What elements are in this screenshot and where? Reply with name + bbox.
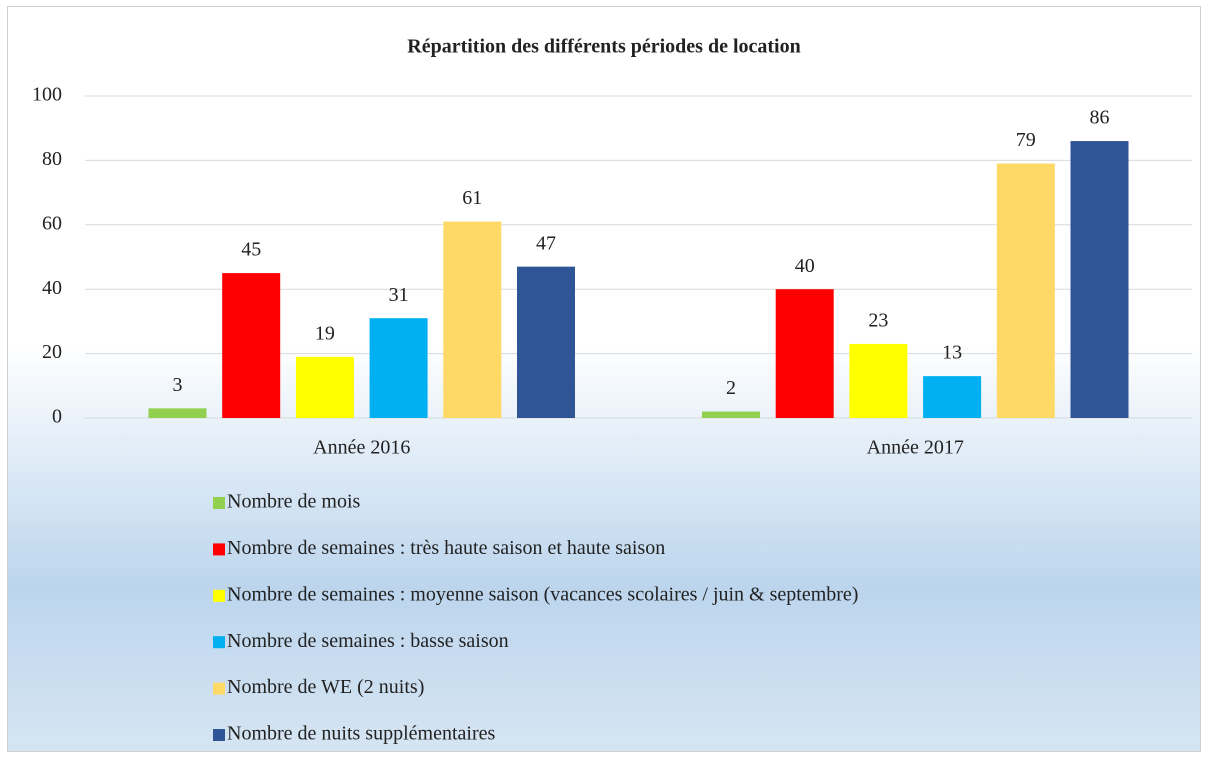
x-tick-label: Année 2017 xyxy=(867,437,964,459)
legend-label: Nombre de semaines : basse saison xyxy=(227,630,509,652)
y-tick-label: 60 xyxy=(42,212,62,234)
y-tick-label: 40 xyxy=(42,277,62,299)
legend-label: Nombre de WE (2 nuits) xyxy=(227,676,424,698)
data-label: 2 xyxy=(726,377,736,399)
legend-swatch xyxy=(213,497,225,509)
bar xyxy=(1070,141,1129,418)
bar xyxy=(775,289,834,418)
legend-label: Nombre de mois xyxy=(227,491,361,513)
y-tick-label: 100 xyxy=(32,84,62,106)
legend-swatch xyxy=(213,682,225,695)
bar xyxy=(702,411,760,418)
legend-swatch xyxy=(213,636,225,649)
y-tick-label: 20 xyxy=(42,341,62,363)
legend-label: Nombre de nuits supplémentaires xyxy=(227,723,495,745)
legend-swatch xyxy=(213,543,225,556)
bar xyxy=(517,266,575,418)
data-label: 31 xyxy=(389,284,409,306)
bar xyxy=(369,318,428,418)
chart-title: Répartition des différents périodes de l… xyxy=(407,36,801,58)
y-tick-label: 0 xyxy=(52,406,62,428)
legend-swatch xyxy=(213,589,225,602)
y-tick-label: 80 xyxy=(42,148,62,170)
legend-label: Nombre de semaines : très haute saison e… xyxy=(227,537,665,559)
data-label: 79 xyxy=(1016,129,1036,151)
bar xyxy=(443,221,502,418)
data-label: 45 xyxy=(241,239,261,261)
bar xyxy=(849,343,908,418)
data-label: 3 xyxy=(173,374,183,396)
data-label: 19 xyxy=(315,322,335,344)
x-tick-label: Année 2016 xyxy=(313,437,410,459)
bar xyxy=(222,273,281,418)
bar xyxy=(996,163,1055,418)
data-label: 13 xyxy=(942,342,962,364)
bar xyxy=(295,356,354,418)
data-label: 47 xyxy=(536,232,556,254)
bar xyxy=(923,376,982,418)
legend-label: Nombre de semaines : moyenne saison (vac… xyxy=(227,583,858,605)
bar xyxy=(148,408,207,418)
legend-swatch xyxy=(213,729,225,741)
data-label: 61 xyxy=(462,187,482,209)
data-label: 40 xyxy=(795,255,815,277)
data-label: 23 xyxy=(868,310,888,332)
data-label: 86 xyxy=(1090,107,1110,129)
